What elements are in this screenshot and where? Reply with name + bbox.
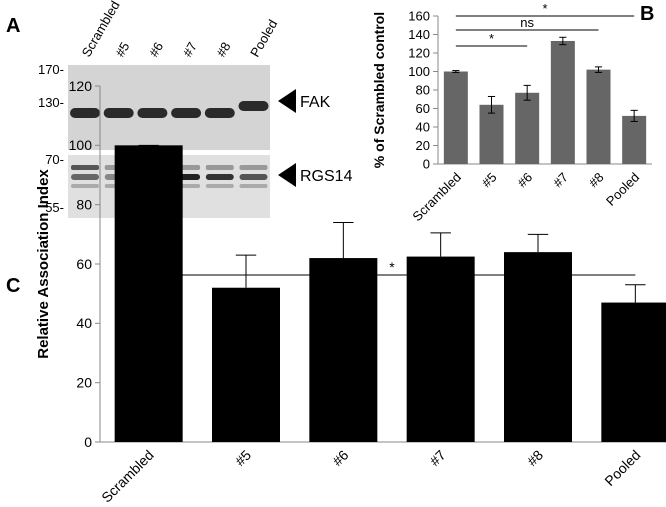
y-tick-label: 20	[76, 375, 92, 391]
x-tick-label: #6	[514, 170, 535, 191]
band	[71, 174, 99, 180]
bar	[309, 258, 378, 442]
band	[71, 184, 99, 188]
significance-label: *	[389, 259, 395, 275]
band	[137, 108, 168, 118]
x-tick-label: Scrambled	[98, 447, 157, 506]
panel-label: B	[640, 3, 654, 25]
y-tick-label: 100	[408, 64, 430, 79]
lane-label: #7	[180, 39, 200, 59]
bar	[515, 92, 540, 164]
error-bar	[452, 70, 460, 73]
bar	[212, 287, 280, 442]
lane-label: Pooled	[247, 17, 280, 60]
y-tick-label: 80	[76, 197, 92, 213]
y-tick-label: 100	[69, 137, 93, 153]
y-tick-label: 80	[416, 83, 430, 98]
lane-label: #5	[112, 39, 132, 59]
bar	[622, 115, 647, 164]
error-bar	[333, 221, 354, 259]
error-bar	[559, 36, 567, 46]
y-tick-label: 40	[76, 315, 92, 331]
bar	[601, 302, 666, 442]
mw-marker: 55-	[45, 200, 64, 215]
band	[103, 108, 134, 118]
error-bar	[625, 284, 646, 303]
band	[70, 108, 100, 118]
y-tick-label: 140	[408, 27, 430, 42]
error-bar	[630, 109, 638, 122]
error-bar	[527, 233, 549, 253]
error-bar	[594, 66, 603, 73]
error-bar	[235, 254, 257, 288]
band-label: RGS14	[300, 168, 353, 185]
mw-marker: 130-	[38, 95, 64, 110]
band	[71, 165, 99, 170]
y-tick-label: 160	[408, 9, 430, 24]
mw-marker: 170-	[38, 62, 64, 77]
x-tick-label: #7	[426, 447, 448, 469]
x-tick-label: Scrambled	[409, 170, 464, 225]
band-label: FAK	[300, 94, 331, 111]
x-tick-label: Pooled	[603, 170, 642, 209]
band	[205, 184, 234, 188]
blot-membrane	[68, 65, 270, 150]
error-bar	[523, 84, 531, 101]
bar	[443, 71, 468, 164]
y-axis-label: % of Scrambled control	[371, 12, 387, 168]
band	[205, 165, 234, 170]
y-tick-label: 60	[76, 256, 92, 272]
bar	[550, 40, 575, 164]
panel-label: A	[6, 15, 20, 37]
band	[238, 101, 269, 111]
x-tick-label: #6	[329, 447, 351, 469]
x-tick-label: #5	[479, 170, 500, 191]
bar	[406, 256, 475, 442]
error-bar	[430, 232, 451, 257]
chart: B 0 20 40 60 80 100 120 140 160 % of Scrambled con…	[371, 1, 654, 224]
significance-label: *	[542, 1, 547, 16]
y-axis-label: Relative Association Index	[35, 169, 52, 359]
bar	[504, 252, 572, 442]
y-tick-label: 20	[416, 138, 430, 153]
band	[204, 108, 235, 118]
arrowhead	[278, 89, 296, 113]
y-tick-label: 120	[408, 46, 430, 61]
bar	[114, 145, 183, 443]
significance-label: ns	[520, 15, 534, 30]
significance-label: *	[489, 31, 494, 46]
band	[239, 165, 268, 170]
y-tick-label: 60	[416, 101, 430, 116]
bar	[479, 104, 504, 164]
lane-label: #8	[213, 39, 233, 59]
y-tick-label: 0	[423, 157, 430, 172]
mw-marker: 70-	[45, 152, 64, 167]
band	[171, 108, 202, 118]
x-tick-label: Pooled	[601, 447, 643, 489]
x-tick-label: #8	[586, 170, 607, 191]
bar	[586, 69, 611, 164]
band	[239, 184, 268, 188]
band	[239, 174, 268, 180]
x-tick-label: #8	[524, 447, 546, 469]
lane-label: #6	[146, 39, 166, 59]
panel-label: C	[6, 275, 20, 297]
y-tick-label: 0	[84, 434, 92, 450]
x-tick-label: #7	[550, 170, 571, 191]
x-tick-label: #5	[232, 447, 254, 469]
y-tick-label: 120	[69, 78, 93, 94]
band	[205, 174, 234, 180]
arrowhead	[278, 163, 296, 187]
y-tick-label: 40	[416, 120, 430, 135]
error-bar	[487, 95, 496, 114]
